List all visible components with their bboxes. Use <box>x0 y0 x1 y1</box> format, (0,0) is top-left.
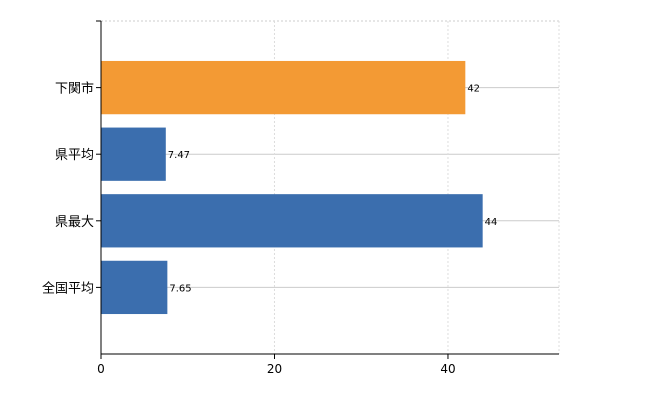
x-ticks: 0 20 40 <box>97 354 456 376</box>
x-tick-label: 20 <box>267 362 282 376</box>
category-label: 県平均 <box>55 148 94 163</box>
category-label: 全国平均 <box>42 280 94 296</box>
x-tick-label: 40 <box>440 362 455 376</box>
category-label: 県最大 <box>55 215 94 230</box>
bar <box>101 194 483 248</box>
data-label: 7.65 <box>169 283 191 294</box>
axes <box>100 21 559 355</box>
bars <box>101 60 483 315</box>
bar <box>101 260 168 315</box>
data-labels: 42 7.47 44 7.65 <box>168 84 498 295</box>
category-label: 下関市 <box>55 81 94 97</box>
bar <box>101 127 166 181</box>
data-label: 7.47 <box>168 150 190 161</box>
data-label: 42 <box>467 84 480 95</box>
bar <box>101 60 466 115</box>
data-label: 44 <box>485 217 498 228</box>
x-tick-label: 0 <box>97 362 105 376</box>
